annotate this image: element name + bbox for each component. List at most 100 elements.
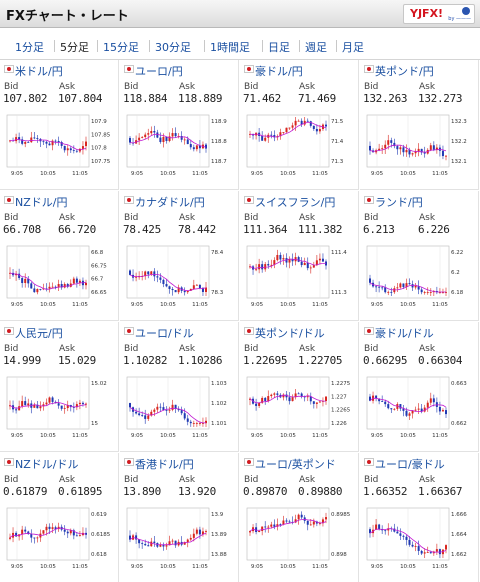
- pair-card[interactable]: ユーロ/英ポンド Bid Ask 0.89870 0.89880 0.8985 0.898 9…: [240, 453, 359, 582]
- candlestick-chart[interactable]: 0.663 0.662 9:05 10:05 11:05: [363, 373, 476, 441]
- pair-card[interactable]: 人民元/円 Bid Ask 14.999 15.029 15.02 15 9:05 10:05 1…: [0, 322, 119, 452]
- candlestick-chart[interactable]: 1.2275 1.227 1.2265 1.226 9:05 10:05 11:05: [243, 373, 356, 441]
- bid-label: Bid: [244, 213, 259, 223]
- candlestick-chart[interactable]: 0.619 0.6185 0.618 9:05 10:05 11:05: [3, 504, 116, 572]
- candle-body: [195, 423, 198, 424]
- pair-card[interactable]: NZドル/ドル Bid Ask 0.61879 0.61895 0.619 0.6185 0.…: [0, 453, 119, 582]
- pair-name-link[interactable]: 豪ドル/ドル: [375, 327, 434, 340]
- bid-value: 6.213: [363, 223, 395, 236]
- pair-card[interactable]: 豪ドル/円 Bid Ask 71.462 71.469 71.5 71.4 71.3 9:05 1…: [240, 60, 359, 190]
- candlestick-chart[interactable]: 78.4 78.3 9:05 10:05 11:05: [123, 242, 236, 310]
- tab-4[interactable]: 1時間足: [210, 41, 250, 54]
- pair-name-link[interactable]: 英ポンド/ドル: [255, 327, 325, 340]
- flag-icon: [4, 65, 14, 73]
- pair-name-link[interactable]: カナダドル/円: [135, 196, 205, 209]
- pair-card[interactable]: カナダドル/円 Bid Ask 78.425 78.442 78.4 78.3 9:05 10:…: [120, 191, 239, 321]
- candle-body: [387, 528, 390, 531]
- moving-average-line: [129, 274, 207, 292]
- pair-name-link[interactable]: 豪ドル/円: [255, 65, 303, 78]
- candle-body: [36, 404, 39, 409]
- candle-body: [42, 404, 45, 407]
- tab-5[interactable]: 日足: [268, 41, 290, 54]
- pair-card[interactable]: ユーロ/円 Bid Ask 118.884 118.889 118.9 118.8 118.7…: [120, 60, 239, 190]
- candlestick-chart[interactable]: 15.02 15 9:05 10:05 11:05: [3, 373, 116, 441]
- candle-body: [18, 406, 21, 411]
- candle-body: [306, 120, 309, 122]
- candlestick-chart[interactable]: 132.3 132.2 132.1 9:05 10:05 11:05: [363, 111, 476, 179]
- candle-body: [438, 549, 441, 555]
- pair-name-link[interactable]: 人民元/円: [15, 327, 63, 340]
- chart-svg: 118.9 118.8 118.7 9:05 10:05 11:05: [126, 114, 227, 177]
- pair-card[interactable]: 豪ドル/ドル Bid Ask 0.66295 0.66304 0.663 0.662 9:05…: [360, 322, 479, 452]
- bid-label: Bid: [124, 344, 139, 354]
- candlestick-chart[interactable]: 6.22 6.2 6.18 9:05 10:05 11:05: [363, 242, 476, 310]
- candle-body: [156, 132, 159, 138]
- pair-name-link[interactable]: 米ドル/円: [15, 65, 63, 78]
- candlestick-chart[interactable]: 1.103 1.102 1.101 9:05 10:05 11:05: [123, 373, 236, 441]
- pair-card[interactable]: ユーロ/豪ドル Bid Ask 1.66352 1.66367 1.666 1.664 1.6…: [360, 453, 479, 582]
- y-tick-label: 107.75: [91, 159, 111, 165]
- candle-body: [60, 405, 63, 409]
- candle-body: [318, 401, 321, 403]
- y-tick-label: 66.8: [91, 250, 104, 256]
- bid-label: Bid: [124, 213, 139, 223]
- pair-name-link[interactable]: NZドル/円: [15, 196, 68, 209]
- x-tick-label: 10:05: [280, 433, 296, 439]
- bid-value: 71.462: [243, 92, 281, 105]
- candlestick-chart[interactable]: 66.8 66.75 66.7 66.65 9:05 10:05 11:05: [3, 242, 116, 310]
- pair-card[interactable]: 英ポンド/円 Bid Ask 132.263 132.273 132.3 132.2 132.…: [360, 60, 479, 190]
- candle-body: [138, 137, 141, 141]
- bid-value: 14.999: [3, 354, 41, 367]
- candle-body: [420, 289, 423, 293]
- candlestick-chart[interactable]: 118.9 118.8 118.7 9:05 10:05 11:05: [123, 111, 236, 179]
- candlestick-chart[interactable]: 71.5 71.4 71.3 9:05 10:05 11:05: [243, 111, 356, 179]
- candle-body: [42, 530, 45, 534]
- x-tick-label: 11:05: [432, 564, 448, 570]
- pair-name-link[interactable]: ランド/円: [375, 196, 423, 209]
- candle-body: [186, 539, 189, 543]
- pair-card[interactable]: NZドル/円 Bid Ask 66.708 66.720 66.8 66.75 66.7 66.…: [0, 191, 119, 321]
- tab-7[interactable]: 月足: [342, 41, 364, 54]
- yjfx-logo[interactable]: YJFX! by ———: [403, 4, 475, 24]
- candle-body: [150, 130, 153, 134]
- candle-body: [264, 526, 267, 528]
- bid-value: 0.66295: [363, 354, 408, 367]
- ask-label: Ask: [59, 475, 76, 485]
- pair-card[interactable]: 英ポンド/ドル Bid Ask 1.22695 1.22705 1.2275 1.227 1.…: [240, 322, 359, 452]
- ask-label: Ask: [59, 344, 76, 354]
- pair-card[interactable]: スイスフラン/円 Bid Ask 111.364 111.382 111.4 111.3 9:…: [240, 191, 359, 321]
- candlestick-chart[interactable]: 1.666 1.664 1.662 9:05 10:05 11:05: [363, 504, 476, 572]
- pair-name-link[interactable]: スイスフラン/円: [255, 196, 336, 209]
- tab-3[interactable]: 30分足: [155, 41, 191, 54]
- candle-body: [309, 396, 312, 402]
- pair-name-link[interactable]: ユーロ/豪ドル: [375, 458, 445, 471]
- tab-0[interactable]: 1分足: [15, 41, 44, 54]
- candle-body: [165, 410, 168, 411]
- pair-name-link[interactable]: 英ポンド/円: [375, 65, 434, 78]
- candle-body: [276, 254, 279, 261]
- pair-name-link[interactable]: ユーロ/円: [135, 65, 183, 78]
- pair-name-link[interactable]: NZドル/ドル: [15, 458, 79, 471]
- pair-name-link[interactable]: 香港ドル/円: [135, 458, 194, 471]
- tab-6[interactable]: 週足: [305, 41, 327, 54]
- candlestick-chart[interactable]: 13.9 13.89 13.88 9:05 10:05 11:05: [123, 504, 236, 572]
- candle-body: [153, 130, 156, 133]
- pair-card[interactable]: ランド/円 Bid Ask 6.213 6.226 6.22 6.2 6.18 9:05 10:0…: [360, 191, 479, 321]
- tab-1[interactable]: 5分足: [60, 41, 89, 54]
- candle-body: [174, 290, 177, 293]
- candle-body: [405, 283, 408, 288]
- candle-body: [426, 292, 429, 293]
- candle-body: [144, 271, 147, 277]
- ask-value: 66.720: [58, 223, 96, 236]
- pair-card[interactable]: ユーロ/ドル Bid Ask 1.10282 1.10286 1.103 1.102 1.10…: [120, 322, 239, 452]
- candlestick-chart[interactable]: 107.9 107.85 107.8 107.75 9:05 10:05 11:05: [3, 111, 116, 179]
- pair-card[interactable]: 香港ドル/円 Bid Ask 13.890 13.920 13.9 13.89 13.88 9:…: [120, 453, 239, 582]
- pair-card[interactable]: 米ドル/円 Bid Ask 107.802 107.804 107.9 107.85 107.…: [0, 60, 119, 190]
- tab-2[interactable]: 15分足: [103, 41, 139, 54]
- pair-name-link[interactable]: ユーロ/英ポンド: [255, 458, 336, 471]
- pair-name-link[interactable]: ユーロ/ドル: [135, 327, 194, 340]
- candlestick-chart[interactable]: 111.4 111.3 9:05 10:05 11:05: [243, 242, 356, 310]
- candlestick-chart[interactable]: 0.8985 0.898 9:05 10:05 11:05: [243, 504, 356, 572]
- candle-body: [150, 541, 153, 547]
- ask-label: Ask: [299, 344, 316, 354]
